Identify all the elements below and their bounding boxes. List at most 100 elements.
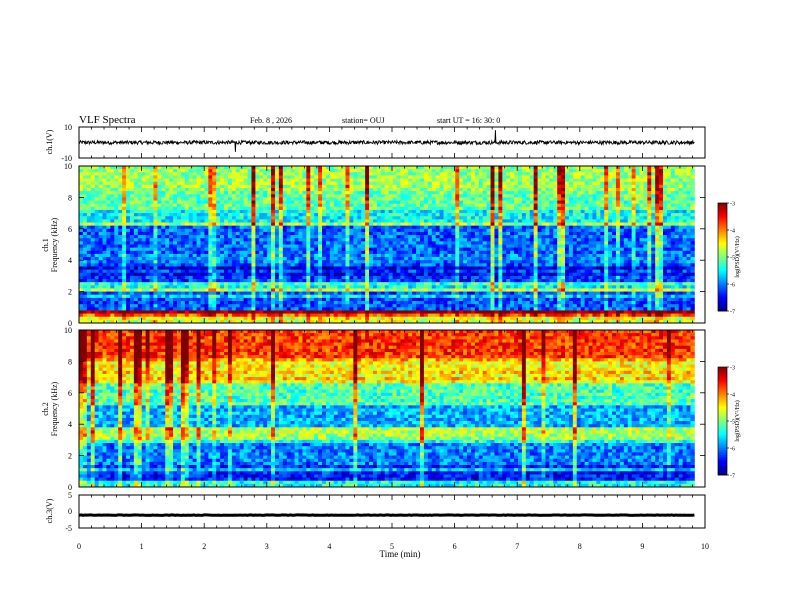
spectrogram-cell	[161, 181, 166, 186]
spectrogram-cell	[126, 250, 131, 255]
spectrogram-cell	[192, 235, 197, 239]
spectrogram-cell	[192, 244, 197, 249]
spectrogram-cell	[396, 203, 401, 208]
spectrogram-cell	[243, 181, 248, 186]
spectrogram-cell	[533, 191, 538, 195]
spectrogram-cell	[627, 194, 633, 198]
spectrogram-cell	[608, 241, 613, 245]
spectrogram-cell	[251, 209, 256, 214]
spectrogram-cell	[329, 209, 335, 214]
spectrogram-cell	[670, 231, 676, 236]
spectrogram-cell	[345, 203, 350, 208]
spectrogram-cell	[110, 209, 115, 214]
spectrogram-cell	[545, 250, 550, 255]
spectrogram-cell	[325, 225, 331, 230]
spectrogram-cell	[255, 216, 260, 220]
spectrogram-cell	[90, 184, 96, 189]
spectrogram-cell	[604, 191, 609, 195]
spectrogram-cell	[447, 250, 452, 255]
spectrogram-cell	[663, 184, 668, 189]
spectrogram-cell	[82, 244, 88, 249]
spectrogram-cell	[647, 187, 652, 192]
spectrogram-cell	[161, 225, 166, 230]
spectrogram-cell	[545, 166, 550, 170]
spectrogram-cell	[435, 197, 440, 201]
spectrogram-cell	[224, 244, 229, 249]
spectrogram-cell	[459, 216, 464, 220]
spectrogram-cell	[615, 216, 621, 220]
spectrogram-cell	[431, 231, 437, 236]
spectrogram-cell	[322, 247, 327, 252]
spectrogram-cell	[165, 184, 170, 189]
spectrogram-cell	[263, 219, 268, 223]
spectrogram-cell	[494, 203, 499, 208]
spectrogram-cell	[188, 187, 194, 192]
spectrogram-cell	[169, 206, 174, 211]
spectrogram-cell	[682, 235, 687, 239]
spectrogram-cell	[384, 197, 390, 201]
spectrogram-cell	[153, 250, 158, 255]
spectrogram-cell	[568, 200, 574, 205]
spectrogram-cell	[627, 216, 633, 220]
spectrogram-cell	[435, 213, 440, 217]
spectrogram-cell	[302, 235, 307, 239]
spectrogram-cell	[341, 200, 346, 205]
spectrogram-cell	[474, 191, 480, 195]
spectrogram-cell	[208, 260, 213, 264]
spectrogram-cell	[114, 184, 119, 189]
spectrogram-cell	[463, 213, 468, 217]
spectrogram-cell	[141, 216, 147, 220]
spectrogram-cell	[118, 238, 123, 242]
spectrogram-cell	[145, 206, 150, 211]
spectrogram-cell	[353, 194, 358, 198]
spectrogram-cell	[133, 191, 139, 195]
spectrogram-cell	[596, 250, 601, 255]
spectrogram-cell	[180, 225, 186, 230]
spectrogram-cell	[173, 194, 178, 198]
spectrogram-cell	[663, 169, 668, 173]
spectrogram-cell	[353, 235, 358, 239]
spectrogram-cell	[635, 241, 640, 245]
spectrogram-cell	[631, 241, 636, 245]
spectrogram-cell	[274, 241, 280, 245]
spectrogram-cell	[337, 222, 343, 227]
spectrogram-cell	[443, 216, 448, 220]
spectrogram-cell	[200, 169, 205, 173]
spectrogram-cell	[204, 175, 209, 179]
spectrogram-cell	[608, 191, 613, 195]
spectrogram-cell	[365, 209, 370, 214]
spectrogram-cell	[490, 219, 495, 223]
spectrogram-cell	[318, 238, 323, 242]
spectrogram-cell	[345, 225, 350, 230]
spectrogram-cell	[361, 166, 366, 170]
figure-title: VLF Spectra	[79, 114, 136, 126]
spectrogram-cell	[380, 191, 386, 195]
spectrogram-cell	[451, 235, 456, 239]
spectrogram-cell	[447, 216, 452, 220]
spectrogram-cell	[670, 187, 676, 192]
spectrogram-cell	[298, 250, 303, 255]
spectrogram-cell	[357, 191, 362, 195]
spectrogram-cell	[686, 200, 691, 205]
spectrogram-cell	[208, 178, 213, 183]
spectrogram-cell	[204, 178, 209, 183]
spectrogram-cell	[357, 225, 362, 230]
spectrogram-cell	[98, 257, 103, 261]
spectrogram-cell	[137, 216, 143, 220]
spectrogram-cell	[325, 203, 331, 208]
spectrogram-cell	[572, 172, 578, 176]
spectrogram-cell	[294, 178, 299, 183]
spectrogram-cell	[329, 257, 335, 261]
spectrogram-cell	[619, 203, 625, 208]
spectrogram-cell	[517, 197, 523, 201]
spectrogram-cell	[149, 260, 154, 264]
spectrogram-cell	[467, 247, 472, 252]
spectrogram-cell	[565, 169, 570, 173]
spectrogram-cell	[663, 166, 668, 170]
spectrogram-cell	[572, 200, 578, 205]
spectrogram-cell	[106, 169, 111, 173]
spectrogram-cell	[263, 260, 268, 264]
spectrogram-cell	[216, 225, 221, 230]
spectrogram-cell	[510, 169, 515, 173]
spectrogram-cell	[118, 200, 123, 205]
